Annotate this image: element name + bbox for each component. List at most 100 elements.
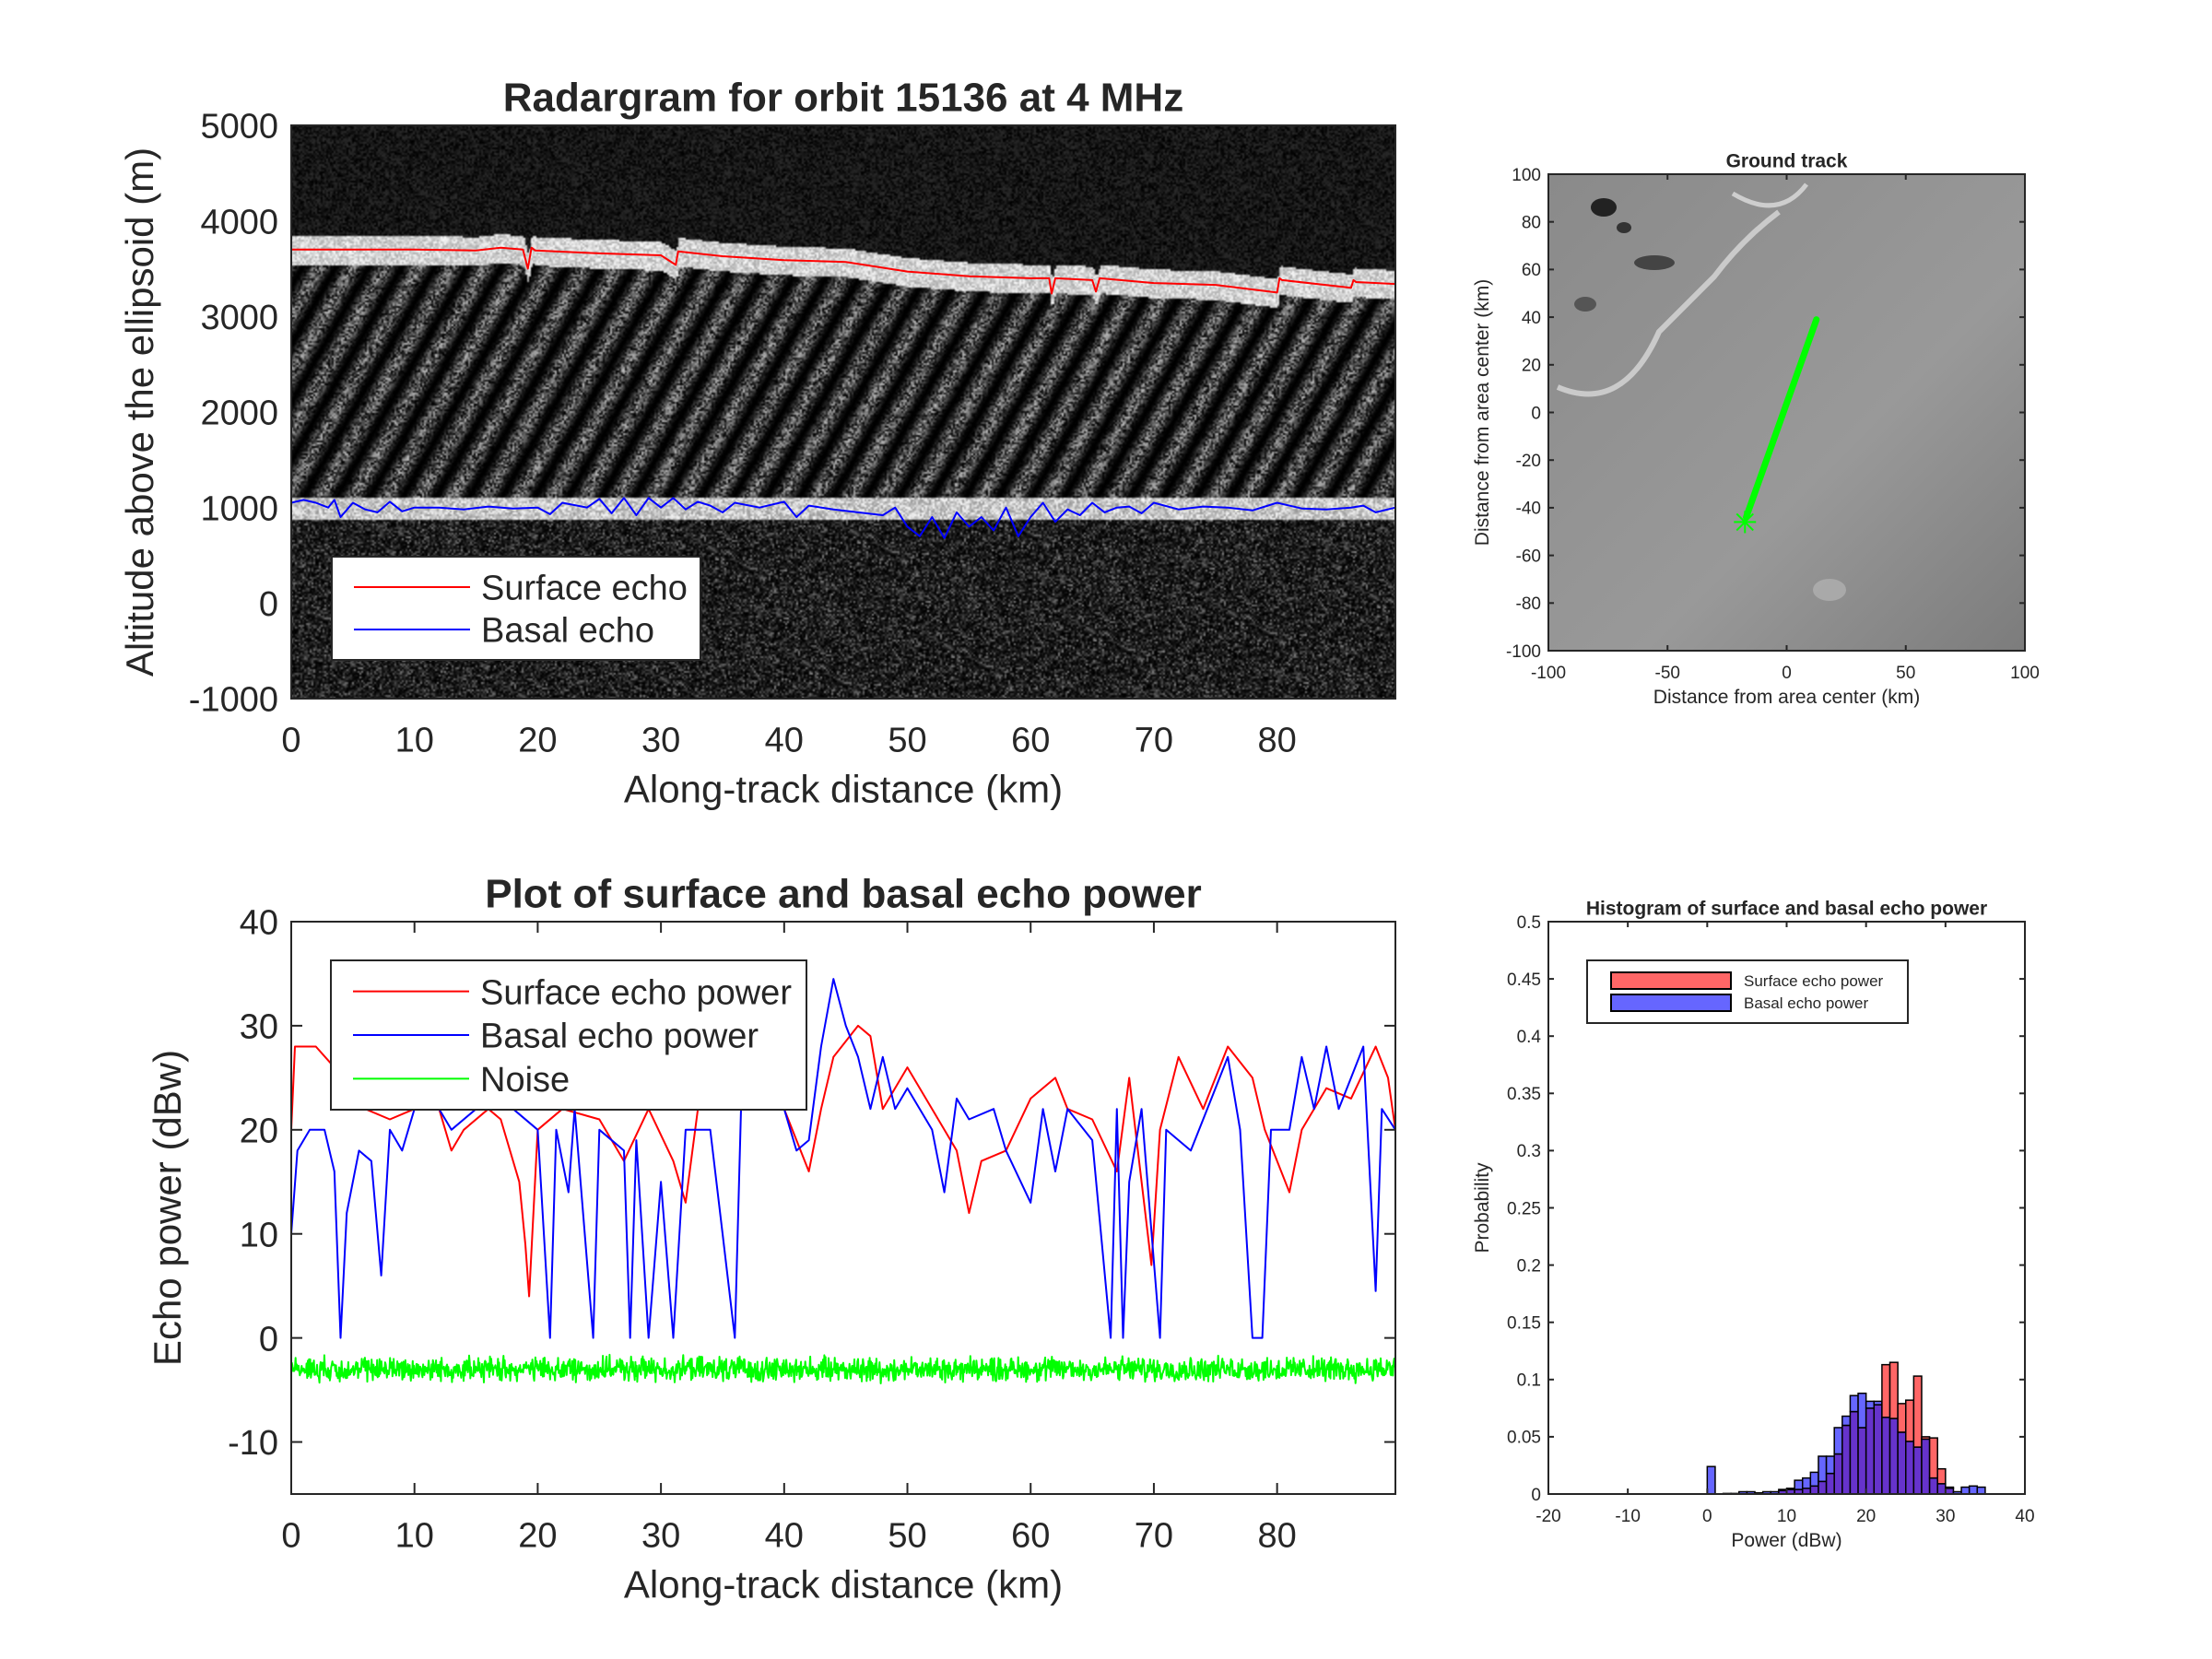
histogram-bar-overlap [1912, 1446, 1923, 1495]
histogram-bar-basal [1706, 1465, 1716, 1495]
x-tick-label: 50 [888, 1517, 926, 1556]
histogram-bar-overlap [1809, 1485, 1819, 1495]
ground-track-line [1743, 316, 1820, 521]
x-axis-label: Power (dBw) [1731, 1530, 1841, 1551]
legend-box [1586, 959, 1909, 1024]
y-tick-label: 0 [1531, 404, 1541, 423]
histogram-bar-basal [1841, 1415, 1852, 1427]
y-tick-label: 20 [1522, 357, 1541, 376]
x-tick-label: -20 [1535, 1507, 1560, 1526]
y-tick-label: -20 [1516, 452, 1541, 471]
x-tick-label: 50 [1896, 664, 1915, 683]
y-tick-label: 3000 [200, 299, 278, 337]
histogram-bar-overlap [1881, 1417, 1891, 1495]
y-tick-label: 0 [259, 585, 278, 624]
histogram-bar-overlap [1921, 1438, 1931, 1495]
y-tick-label: 0.05 [1507, 1429, 1541, 1448]
echo-power-legend: Surface echo power Basal echo power Noise [330, 959, 807, 1111]
histogram-bar-surface [1888, 1361, 1899, 1419]
x-tick-label: 10 [1777, 1507, 1796, 1526]
x-tick-label: 0 [281, 1517, 300, 1556]
x-tick-label: 10 [395, 722, 434, 760]
basal-echo-line [290, 497, 1396, 539]
legend-label: Surface echo power [1744, 972, 1884, 990]
terrain-dark-spot [1574, 297, 1596, 312]
histogram-bar-overlap [1857, 1427, 1867, 1495]
histogram-bar-basal [1849, 1394, 1859, 1413]
histogram-bar-surface [1881, 1363, 1891, 1418]
x-tick-label: 20 [518, 722, 557, 760]
x-tick-label: 30 [1936, 1507, 1955, 1526]
x-tick-label: 0 [281, 722, 300, 760]
histogram-bar-basal [1801, 1477, 1812, 1489]
legend-label: Surface echo [481, 570, 688, 608]
x-tick-label: 50 [888, 722, 926, 760]
y-tick-label: 5000 [200, 108, 278, 147]
plot-border [290, 124, 1396, 700]
y-tick-label: 0.15 [1507, 1314, 1541, 1334]
axes-frame-echo-power: 0 10 20 30 40 50 60 70 80 -10 0 10 20 30 40 Plot of sur… [146, 872, 1396, 1606]
x-axis-label: Along-track distance (km) [624, 767, 1063, 810]
legend-label: Basal echo [481, 612, 654, 651]
x-tick-label: 20 [1856, 1507, 1876, 1526]
histogram-legend: Surface echo power Basal echo power [1586, 959, 1909, 1024]
x-tick-label: 100 [2010, 664, 2040, 683]
histogram-bar-basal [1865, 1400, 1876, 1409]
histogram-bar-basal [1960, 1486, 1971, 1495]
y-tick-label: 0.25 [1507, 1199, 1541, 1218]
y-tick-label: -60 [1516, 547, 1541, 566]
histogram-bar-basal [1809, 1471, 1819, 1488]
histogram-bar-overlap [1897, 1431, 1907, 1495]
basal-echo-power-line [290, 978, 1396, 1339]
histogram-bar-overlap [1873, 1404, 1883, 1495]
y-tick-label: 0.45 [1507, 971, 1541, 990]
y-tick-label: 0.1 [1517, 1371, 1541, 1391]
histogram-bar-basal [1778, 1488, 1788, 1492]
legend-label: Basal echo power [1744, 994, 1868, 1012]
y-tick-label: 4000 [200, 203, 278, 241]
x-tick-label: 10 [395, 1517, 434, 1556]
axes-frame-radargram: 0 10 20 30 40 50 60 70 80-1000010002000300040005… [118, 76, 1396, 810]
terrain-bright-spot [1813, 579, 1846, 601]
histogram-bar-surface [1928, 1437, 1938, 1479]
histogram-bar-basal [1873, 1400, 1883, 1406]
y-tick-label: -40 [1516, 500, 1541, 519]
histogram-bar-basal [1968, 1485, 1979, 1495]
x-tick-label: -50 [1655, 664, 1680, 683]
legend-label: Noise [480, 1061, 570, 1100]
y-tick-label: -100 [1506, 642, 1541, 662]
histogram-bar-basal [1833, 1427, 1843, 1455]
surface-echo-power-line [290, 1024, 1396, 1298]
y-tick-label: 10 [240, 1216, 278, 1254]
noise-line [290, 1353, 1396, 1384]
histogram-bar-surface [1936, 1467, 1947, 1485]
x-tick-label: -100 [1531, 664, 1566, 683]
y-tick-label: 100 [1512, 166, 1541, 185]
y-axis-label: Distance from area center (km) [1472, 279, 1493, 546]
y-tick-label: 0 [259, 1320, 278, 1359]
x-tick-label: 60 [1011, 722, 1050, 760]
histogram-bar-basal [1825, 1455, 1835, 1475]
y-tick-label: 40 [240, 904, 278, 943]
legend-label: Basal echo power [480, 1018, 759, 1056]
terrain-dark-spot [1591, 198, 1617, 217]
x-tick-label: 30 [641, 722, 680, 760]
y-axis-label: Probability [1472, 1162, 1493, 1253]
y-tick-label: -1000 [189, 681, 278, 720]
histogram-bar-basal [1818, 1455, 1828, 1483]
chart-title: Plot of surface and basal echo power [485, 872, 1202, 917]
y-tick-label: 2000 [200, 394, 278, 433]
y-axis-label: Echo power (dBw) [146, 1050, 189, 1366]
histogram-bar-overlap [1905, 1441, 1915, 1495]
terrain-ridge [1731, 182, 1808, 208]
histogram-bar-overlap [1825, 1472, 1835, 1495]
histogram-bar-basal [1785, 1488, 1795, 1490]
y-tick-label: 0.3 [1517, 1142, 1541, 1161]
y-tick-label: 0 [1531, 1486, 1541, 1505]
terrain-dark-spot [1634, 255, 1675, 270]
x-tick-label: 60 [1011, 1517, 1050, 1556]
histogram-bar-overlap [1841, 1424, 1852, 1495]
histogram-bar-overlap [1818, 1480, 1828, 1495]
histogram-bar-overlap [1865, 1407, 1876, 1495]
terrain-ridge [1556, 209, 1781, 397]
